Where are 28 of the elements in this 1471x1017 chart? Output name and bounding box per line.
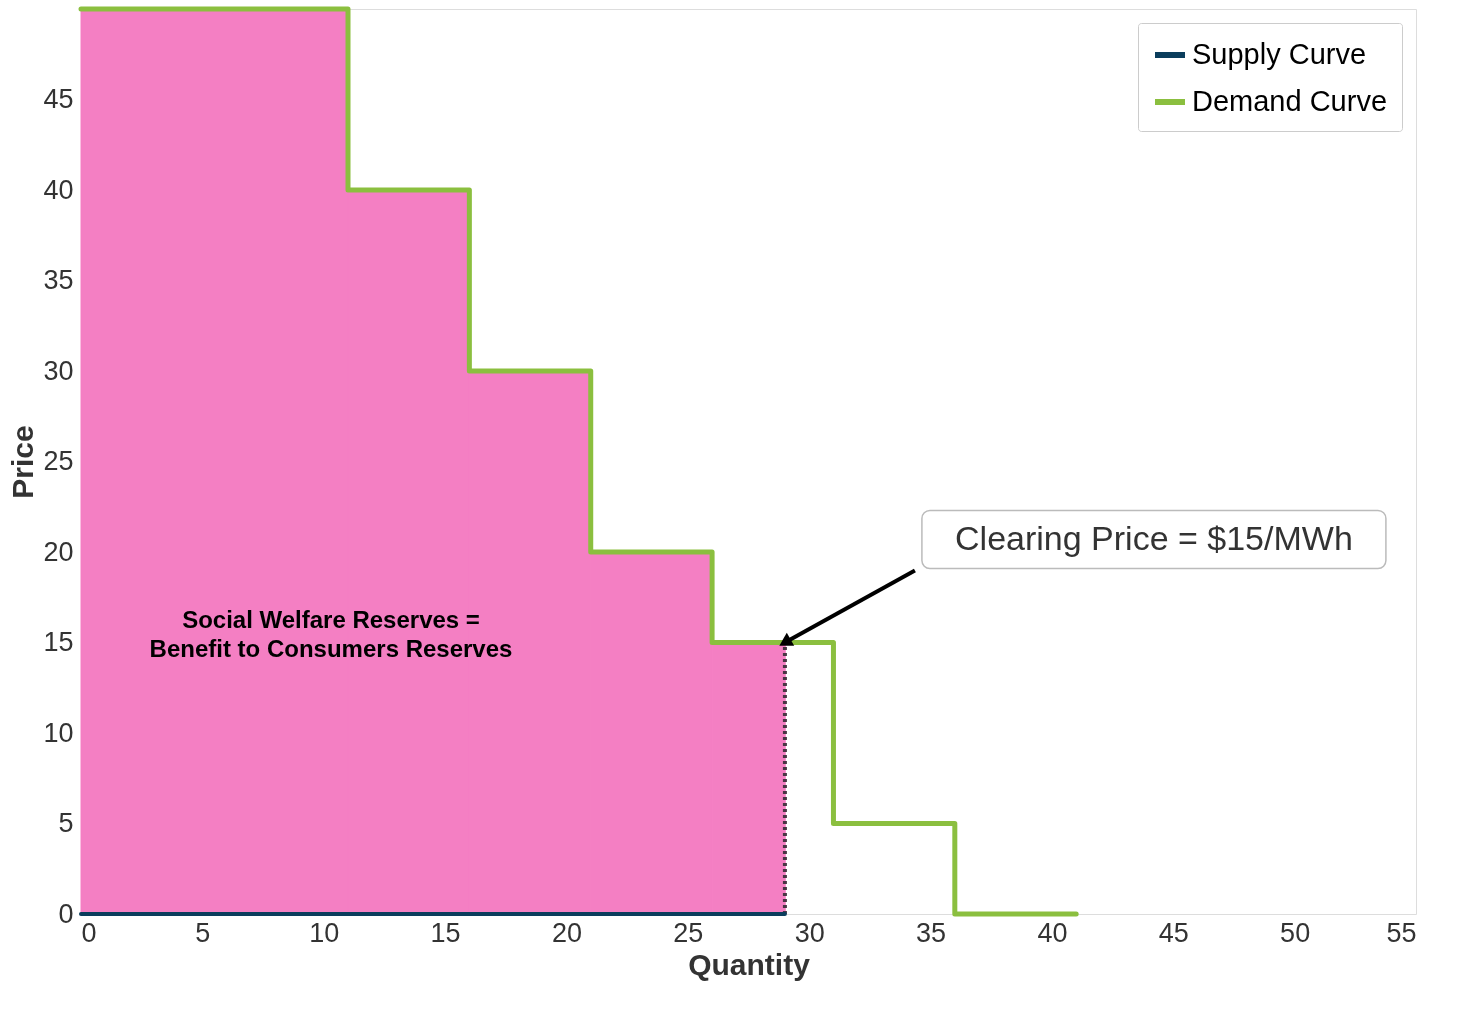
x-tick-label: 40 <box>1037 917 1068 948</box>
y-tick-label: 25 <box>43 446 74 476</box>
y-tick-label: 45 <box>43 84 74 114</box>
x-tick-label: 30 <box>794 917 825 948</box>
annotation: Social Welfare Reserves = Benefit to Consumers Reserves <box>149 606 513 662</box>
y-tick-label: 35 <box>43 265 74 295</box>
y-tick-label: 10 <box>43 717 74 748</box>
y-tick-label: 30 <box>43 355 74 386</box>
y-tick-label: 15 <box>43 627 74 657</box>
legend-label: Supply Curve <box>1192 38 1367 70</box>
y-tick-label: 40 <box>43 174 74 205</box>
x-tick-label: 25 <box>673 917 704 948</box>
x-tick-label: 10 <box>309 917 340 948</box>
x-tick-label: 35 <box>916 917 947 948</box>
y-tick-label: 5 <box>58 808 74 838</box>
y-tick-label: 20 <box>43 536 74 567</box>
x-tick-label: 0 <box>81 917 97 948</box>
x-axis-title: Quantity <box>688 947 811 981</box>
x-tick-label: 20 <box>551 917 582 948</box>
x-tick-label: 15 <box>430 917 461 948</box>
x-tick-label: 55 <box>1386 917 1417 948</box>
x-tick-label: 45 <box>1158 917 1189 948</box>
y-axis-title: Price <box>6 425 40 499</box>
x-tick-label: 5 <box>195 917 211 948</box>
legend-label: Demand Curve <box>1192 85 1388 117</box>
annotation: Clearing Price = $15/MWh <box>955 518 1353 557</box>
x-tick-label: 50 <box>1280 917 1311 948</box>
y-tick-label: 0 <box>58 898 74 929</box>
